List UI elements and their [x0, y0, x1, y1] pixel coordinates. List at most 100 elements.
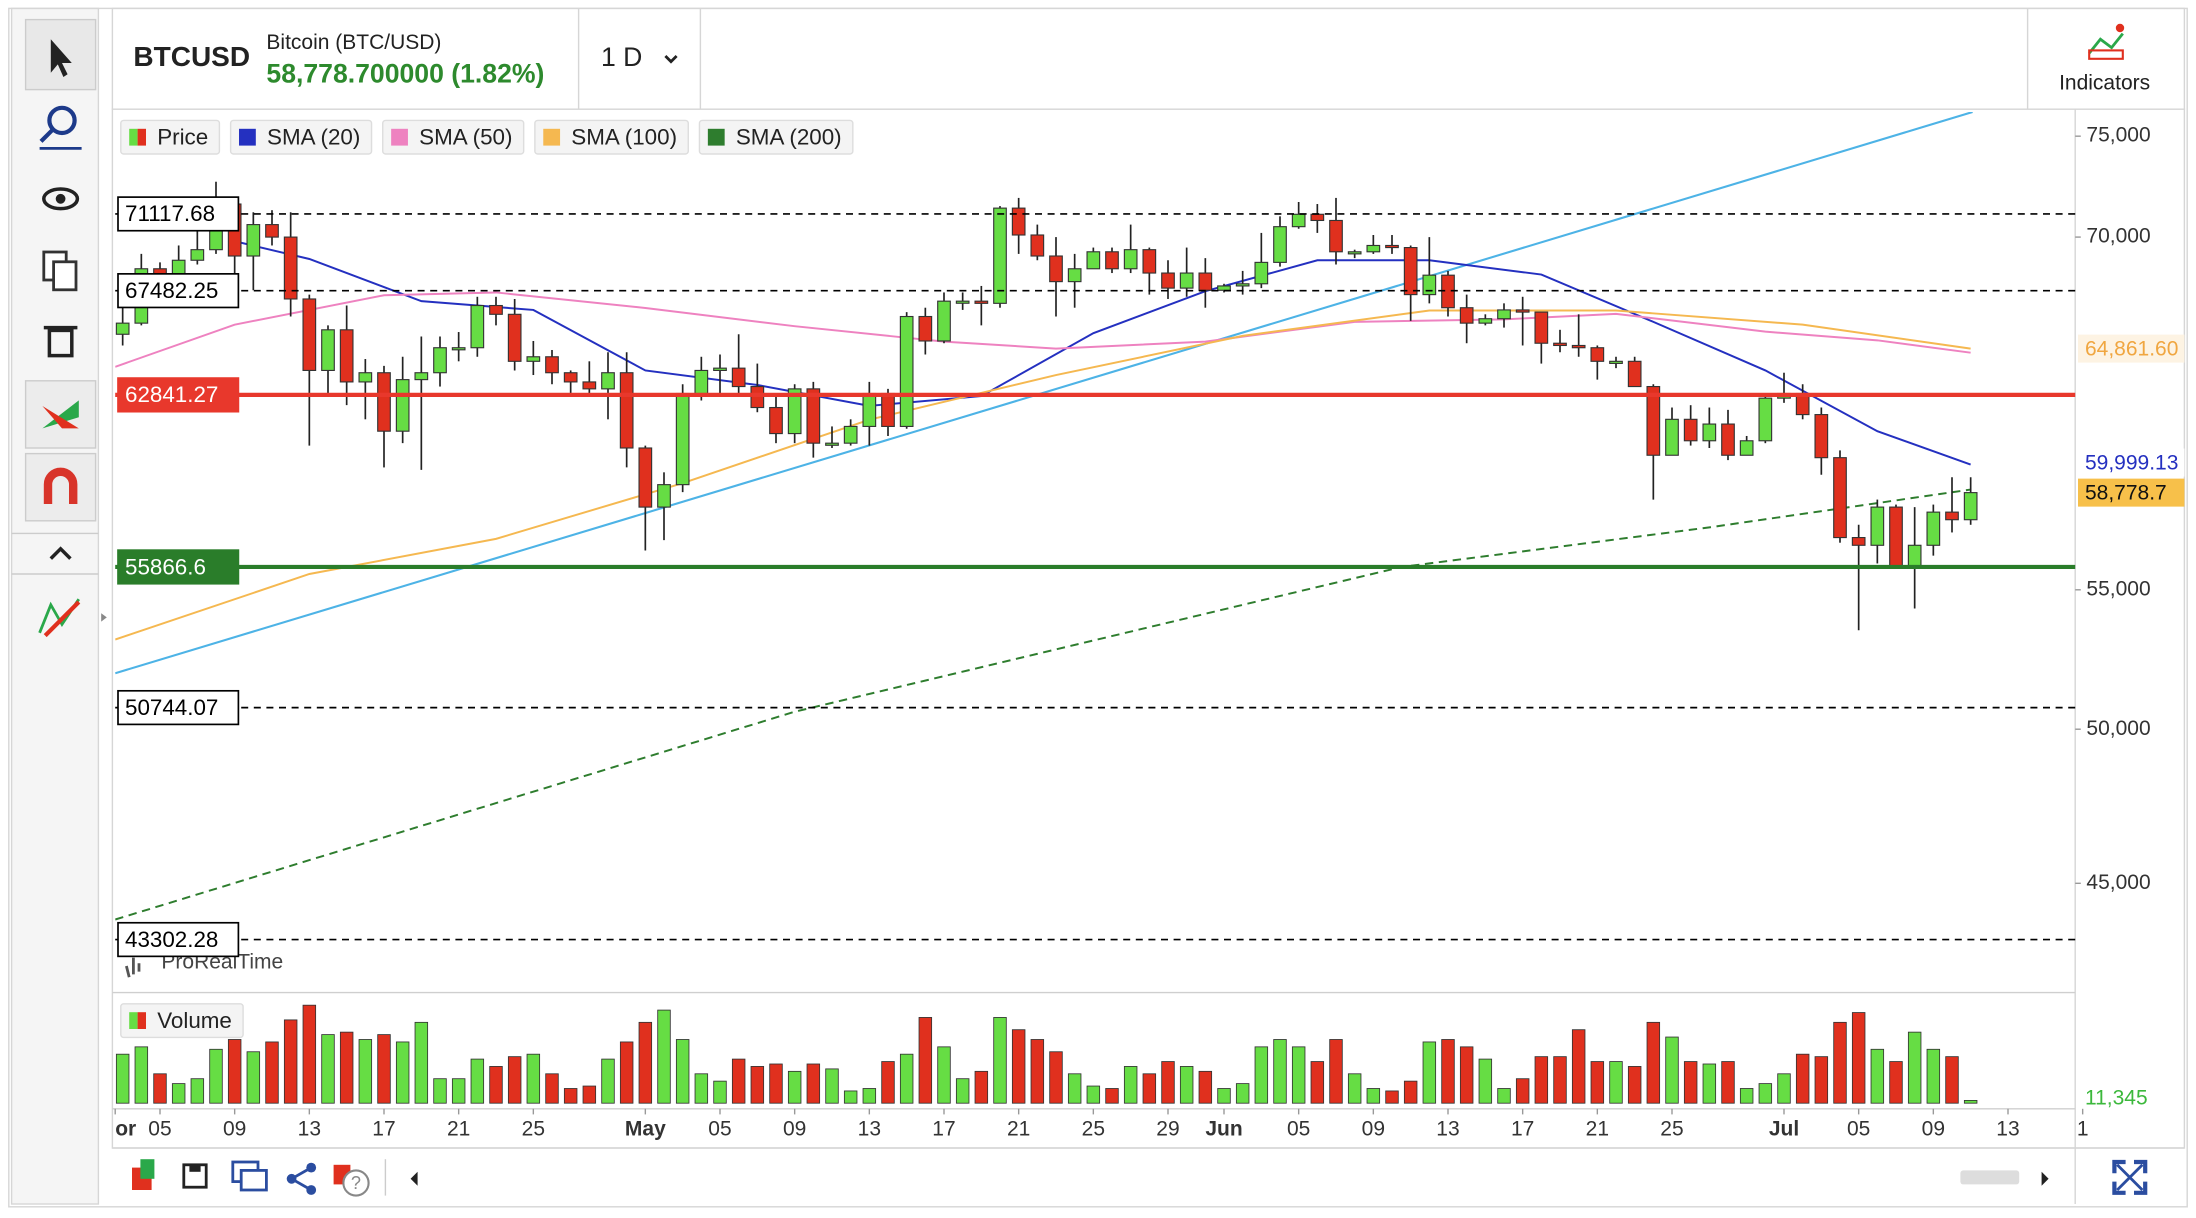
legend-icon [707, 128, 725, 146]
candle-body [1683, 418, 1698, 442]
x-tick-label: 09 [1922, 1117, 1945, 1140]
x-tick-label: 25 [1660, 1117, 1683, 1140]
candle-body [1235, 283, 1250, 287]
candle-body [1347, 251, 1362, 255]
volume-bar [1945, 1056, 1959, 1104]
volume-bar [1123, 1066, 1138, 1104]
volume-bar [1777, 1073, 1791, 1104]
candle-body [657, 484, 671, 508]
candle-body [115, 322, 130, 335]
legend-label: Price [157, 125, 208, 150]
volume-bar [619, 1041, 634, 1104]
candle-body [1963, 492, 1978, 521]
volume-bar [563, 1088, 578, 1104]
candle-body [1702, 423, 1717, 442]
candle-body [619, 372, 634, 449]
btn-save[interactable] [182, 1163, 208, 1189]
x-tick-label: or [115, 1117, 136, 1140]
tool-zoom[interactable] [39, 105, 82, 150]
legend-chip: SMA (200) [698, 119, 854, 155]
candle-body [1179, 272, 1194, 289]
x-tick-label: 21 [1007, 1117, 1030, 1140]
volume-bar [507, 1056, 522, 1104]
level-label-box [117, 273, 240, 309]
candle-body [246, 224, 261, 257]
candle-body [1553, 342, 1567, 347]
interval[interactable]: 1 D [601, 42, 642, 72]
candle-body [265, 224, 279, 238]
candle-body [451, 347, 466, 351]
candle-body [1198, 272, 1213, 291]
candle-body [1590, 347, 1605, 362]
level-label-box [117, 196, 240, 232]
volume-bar [414, 1021, 429, 1104]
indicators-label[interactable]: Indicators [2059, 72, 2150, 95]
btn-add-chart[interactable] [132, 1159, 155, 1190]
collapse-caret[interactable] [49, 546, 72, 560]
candle-body [563, 372, 578, 383]
btn-share[interactable] [286, 1162, 317, 1195]
volume-bar [1646, 1021, 1661, 1104]
volume-bar [862, 1088, 877, 1104]
scrollbar-thumb[interactable] [1960, 1170, 2020, 1185]
tool-drawing[interactable] [38, 598, 107, 638]
volume-bar [1347, 1073, 1362, 1104]
x-tick-label: 21 [1586, 1117, 1609, 1140]
candle-body [1161, 272, 1175, 289]
volume-bar [1851, 1012, 1866, 1104]
tool-eye[interactable] [42, 187, 80, 211]
volume-bar [806, 1063, 821, 1104]
volume-bar [1142, 1073, 1157, 1104]
volume-bar [1067, 1073, 1082, 1104]
candle-body [974, 300, 989, 304]
legend-chip: SMA (50) [382, 119, 525, 155]
btn-layouts[interactable] [231, 1160, 268, 1192]
tool-copy[interactable] [42, 250, 78, 292]
volume-bar [769, 1063, 783, 1104]
volume-bar [1926, 1048, 1941, 1104]
x-tick-label: 09 [223, 1117, 246, 1140]
candle-body [1571, 344, 1586, 349]
volume-bar [1814, 1056, 1829, 1104]
candle-body [731, 367, 746, 388]
candle-body [1478, 318, 1493, 324]
candle-body [1739, 440, 1754, 456]
svg-text:?: ? [351, 1173, 361, 1193]
tool-delete[interactable] [43, 325, 78, 358]
x-tick-label: 09 [1362, 1117, 1385, 1140]
candle-body [1907, 544, 1922, 567]
legend-icon [137, 128, 146, 146]
scroll-right[interactable] [2041, 1171, 2049, 1186]
level-label: 71117.68 [125, 201, 215, 226]
indicators-button[interactable]: Indicators [2059, 23, 2150, 95]
volume-bar [283, 1019, 298, 1104]
quote: 58,778.700000 (1.82%) [266, 59, 544, 89]
candle-body [825, 442, 839, 446]
volume-bar [657, 1009, 671, 1104]
x-tick-label: 13 [298, 1117, 321, 1140]
volume-bar [1683, 1061, 1698, 1104]
level-label-box [117, 689, 240, 726]
interval-selector[interactable]: 1 D [601, 42, 678, 72]
btn-fullscreen[interactable] [2112, 1159, 2148, 1195]
candle-body [1366, 244, 1381, 253]
btn-help[interactable]: ? [333, 1164, 370, 1197]
candle-body [582, 381, 597, 390]
tool-pointer[interactable] [24, 18, 97, 91]
candle-body [806, 388, 821, 444]
volume-bar [675, 1039, 690, 1104]
legend-chip: SMA (100) [534, 119, 689, 155]
candle-body [1758, 397, 1773, 442]
legend-label: SMA (200) [736, 125, 842, 150]
volume-bar [1609, 1061, 1623, 1104]
volume-bar [694, 1073, 709, 1104]
x-tick-label: Jun [1205, 1117, 1242, 1140]
candle-body [638, 447, 653, 508]
tool-magnet[interactable] [24, 452, 97, 522]
volume-bar [171, 1083, 186, 1104]
scroll-left[interactable] [410, 1171, 418, 1186]
tool-orders[interactable] [24, 380, 97, 449]
volume-bar [750, 1066, 765, 1104]
volume-bar [1403, 1080, 1418, 1104]
legend-label: Volume [157, 1008, 232, 1033]
